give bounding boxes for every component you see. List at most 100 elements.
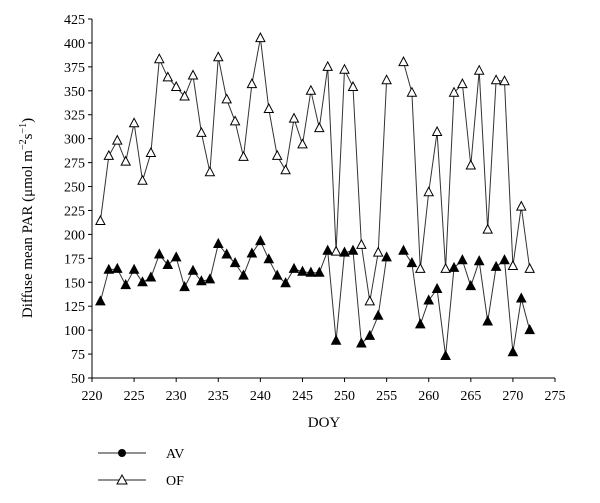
- av-point: [398, 244, 409, 255]
- av-point: [280, 277, 291, 288]
- of-point: [162, 71, 174, 82]
- of-point: [187, 69, 199, 80]
- of-point: [212, 51, 224, 62]
- av-point: [440, 349, 451, 360]
- of-point: [347, 80, 359, 91]
- of-point: [431, 125, 443, 136]
- x-tick-label: 260: [418, 389, 439, 404]
- axes: [91, 19, 555, 379]
- of-point: [364, 295, 376, 306]
- av-point: [271, 269, 283, 280]
- y-tick-label: 400: [64, 37, 85, 52]
- of-point: [288, 112, 300, 123]
- av-point: [305, 266, 317, 277]
- av-point: [263, 253, 275, 264]
- of-point: [128, 117, 140, 128]
- av-point: [288, 262, 300, 273]
- av-point: [95, 295, 106, 306]
- x-tick-label: 245: [292, 389, 313, 404]
- y-tick-label: 50: [71, 372, 85, 387]
- of-point: [179, 90, 190, 101]
- av-point: [137, 276, 148, 287]
- x-tick-label: 265: [460, 389, 481, 404]
- of-point: [280, 164, 291, 175]
- y-tick-label: 325: [64, 109, 85, 124]
- legend: AV OF: [98, 447, 184, 489]
- av-point: [339, 246, 350, 257]
- of-point: [297, 138, 308, 149]
- av-point: [515, 292, 527, 303]
- av-point: [120, 279, 132, 290]
- of-point: [482, 223, 494, 234]
- y-axis-label-end: ): [20, 118, 36, 123]
- of-point: [322, 60, 334, 71]
- y-tick-label: 350: [64, 85, 85, 100]
- av-point: [212, 237, 224, 248]
- of-point: [271, 149, 283, 160]
- y-tick-label: 375: [64, 61, 85, 76]
- ticks: 50 75 100 125 150 175 200 225 250 275 300 325 350 375…: [64, 13, 566, 404]
- of-point: [95, 214, 106, 225]
- av-point: [322, 244, 334, 255]
- av-point: [221, 248, 233, 259]
- of-point: [229, 115, 241, 126]
- av-point: [297, 265, 308, 276]
- of-point: [153, 53, 165, 64]
- y-axis-label-main: Diffuse mean PAR (μmol m: [20, 150, 36, 318]
- of-point: [381, 74, 392, 85]
- y-axis-label-sup2: −1: [18, 123, 29, 134]
- of-point: [457, 78, 468, 89]
- of-point: [263, 102, 275, 113]
- av-point: [448, 261, 460, 272]
- of-point: [499, 75, 510, 86]
- av-point: [111, 262, 123, 273]
- of-point: [398, 56, 409, 67]
- of-point: [246, 78, 258, 89]
- series-av: [95, 235, 536, 360]
- legend-av-marker: [118, 449, 126, 457]
- of-point: [120, 155, 132, 166]
- of-point: [490, 74, 502, 85]
- av-point: [356, 337, 367, 348]
- av-point: [255, 235, 266, 246]
- of-point: [111, 134, 123, 145]
- of-point: [103, 149, 115, 160]
- of-point: [406, 86, 418, 97]
- of-point: [448, 86, 460, 97]
- of-line: [403, 61, 531, 269]
- av-point: [313, 266, 325, 277]
- of-point: [465, 159, 477, 170]
- of-point: [423, 186, 435, 197]
- x-tick-label: 240: [250, 389, 271, 404]
- av-point: [204, 273, 216, 284]
- x-tick-label: 250: [334, 389, 355, 404]
- of-point: [356, 238, 367, 249]
- of-point: [238, 150, 249, 161]
- x-tick-label: 220: [82, 389, 103, 404]
- x-tick-label: 255: [376, 389, 397, 404]
- of-point: [473, 64, 485, 75]
- av-point: [330, 334, 342, 345]
- y-tick-label: 250: [64, 181, 85, 196]
- av-point: [457, 254, 468, 265]
- x-tick-label: 270: [502, 389, 523, 404]
- y-tick-label: 425: [64, 13, 85, 28]
- av-point: [145, 271, 157, 282]
- av-point: [170, 251, 182, 262]
- av-point: [465, 280, 477, 291]
- of-point: [524, 262, 536, 273]
- av-point: [238, 269, 249, 280]
- av-point: [103, 263, 115, 274]
- av-point: [490, 260, 502, 271]
- av-point: [507, 346, 519, 357]
- of-point: [313, 122, 325, 133]
- av-point: [347, 244, 359, 255]
- legend-item-of: OF: [98, 473, 184, 489]
- of-point: [330, 245, 342, 256]
- av-point: [423, 294, 435, 305]
- y-axis-label-mid: s: [20, 133, 36, 139]
- av-point: [229, 257, 241, 268]
- legend-of-marker: [116, 473, 128, 485]
- of-point: [137, 174, 148, 185]
- y-axis-label: Diffuse mean PAR (μmol m−2s−1): [18, 118, 36, 318]
